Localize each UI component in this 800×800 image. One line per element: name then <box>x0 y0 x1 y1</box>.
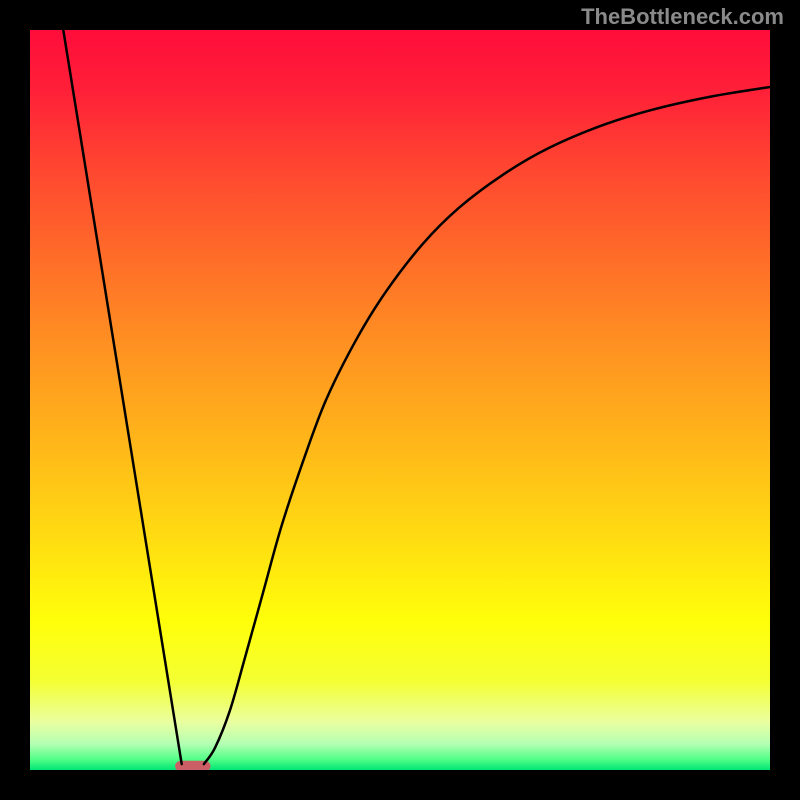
chart-container: TheBottleneck.com <box>0 0 800 800</box>
plot-area <box>30 30 770 770</box>
plot-svg <box>30 30 770 770</box>
gradient-background <box>30 30 770 770</box>
watermark-text: TheBottleneck.com <box>581 4 784 30</box>
